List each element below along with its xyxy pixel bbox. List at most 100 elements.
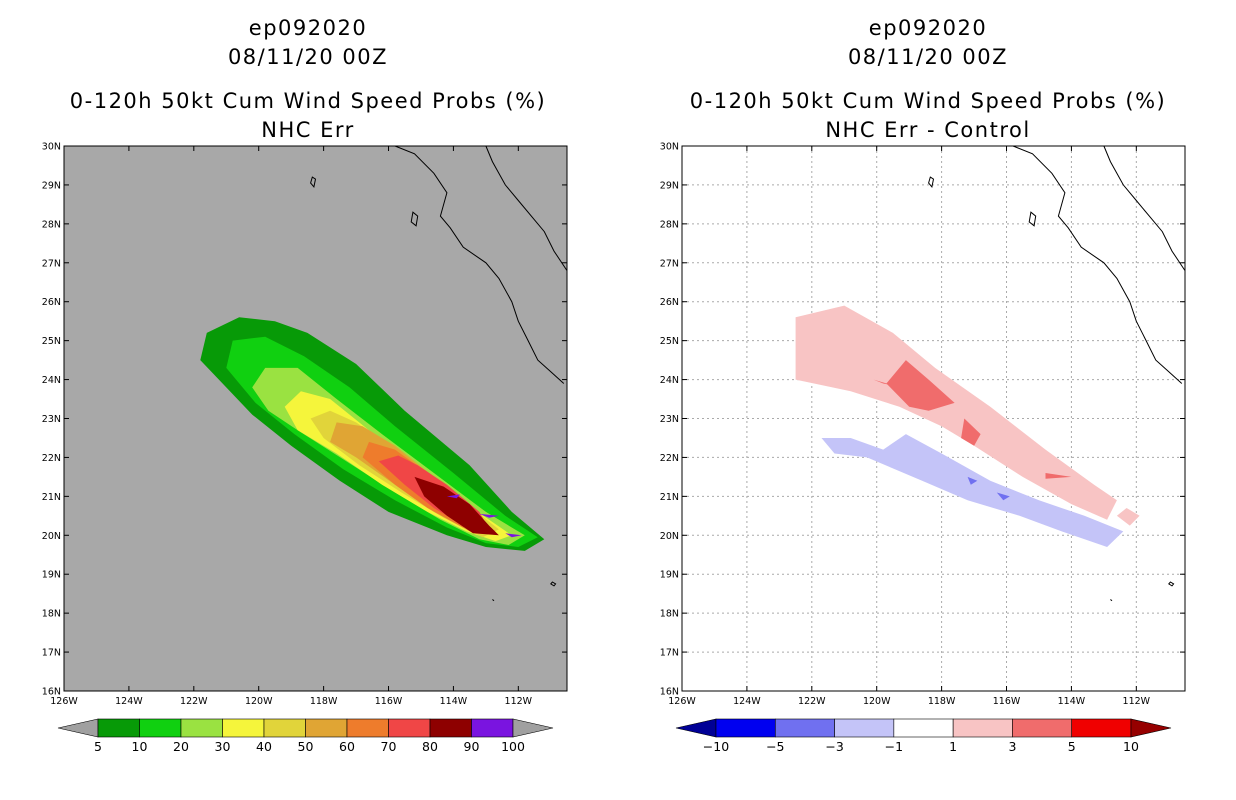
colorbar-label: −10 bbox=[703, 739, 729, 754]
y-tick-label: 19N bbox=[660, 570, 679, 581]
colorbar-swatch bbox=[1071, 718, 1132, 738]
x-tick-label: 122W bbox=[180, 696, 208, 707]
colorbar: 5 10 20 30 40 50 60 70 80 90 100 bbox=[57, 718, 554, 754]
x-tick-label: 126W bbox=[668, 696, 696, 707]
x-tick-label: 124W bbox=[115, 696, 143, 707]
right-title-storm: ep092020 bbox=[868, 16, 988, 40]
colorbar-swatch bbox=[1012, 718, 1073, 738]
y-tick-label: 23N bbox=[660, 414, 679, 425]
x-tick-label: 120W bbox=[863, 696, 891, 707]
colorbar-swatch bbox=[893, 718, 954, 738]
y-tick-label: 29N bbox=[660, 180, 679, 191]
y-tick-label: 18N bbox=[42, 609, 61, 620]
colorbar-swatch bbox=[388, 718, 431, 738]
y-tick-label: 21N bbox=[42, 492, 61, 503]
x-tick-label: 116W bbox=[993, 696, 1021, 707]
colorbar: −10 −5 −3 −1 1 3 5 10 bbox=[675, 718, 1172, 754]
y-tick-label: 30N bbox=[42, 142, 61, 153]
coastline bbox=[1103, 145, 1186, 271]
y-tick-label: 29N bbox=[42, 180, 61, 191]
contour-region-90 bbox=[505, 533, 522, 538]
y-tick-label: 18N bbox=[660, 609, 679, 620]
island-outline bbox=[492, 599, 495, 602]
colorbar-label: 20 bbox=[173, 739, 189, 754]
x-tick-label: 118W bbox=[928, 696, 956, 707]
right-title-subtitle: NHC Err - Control bbox=[825, 118, 1031, 142]
coastline bbox=[485, 145, 568, 271]
y-tick-label: 19N bbox=[42, 570, 61, 581]
colorbar-swatch bbox=[952, 718, 1013, 738]
contour-region-3 bbox=[1045, 473, 1072, 479]
contour-region--3 bbox=[967, 476, 978, 485]
colorbar-underflow-triangle bbox=[675, 718, 717, 738]
y-tick-label: 28N bbox=[42, 219, 61, 230]
colorbar-swatch bbox=[263, 718, 306, 738]
coastline bbox=[1012, 145, 1183, 384]
left-title-product: 0-120h 50kt Cum Wind Speed Probs (%) bbox=[69, 89, 547, 113]
x-tick-label: 126W bbox=[50, 696, 78, 707]
y-tick-label: 16N bbox=[42, 687, 61, 698]
colorbar-swatch bbox=[139, 718, 182, 738]
colorbar-label: −5 bbox=[766, 739, 784, 754]
x-tick-label: 114W bbox=[1058, 696, 1086, 707]
colorbar-label: 3 bbox=[1008, 739, 1016, 754]
colorbar-swatch bbox=[774, 718, 835, 738]
colorbar-label: 10 bbox=[1123, 739, 1139, 754]
y-tick-label: 17N bbox=[660, 648, 679, 659]
island-outline bbox=[310, 176, 317, 189]
colorbar-overflow-triangle bbox=[512, 718, 554, 738]
panel-1: 16N 17N 18N 19N 20N 21N 22N 23N 24N 25N 26N 27N 28N 2… bbox=[660, 142, 1186, 754]
island-outline bbox=[550, 581, 557, 587]
contour-region-3 bbox=[873, 379, 893, 386]
colorbar-swatch bbox=[222, 718, 265, 738]
y-tick-label: 23N bbox=[42, 414, 61, 425]
island-outline bbox=[1028, 211, 1037, 227]
colorbar-label: 1 bbox=[949, 739, 957, 754]
y-tick-label: 20N bbox=[42, 531, 61, 542]
y-tick-label: 24N bbox=[42, 375, 61, 386]
contour-region-3 bbox=[961, 418, 981, 446]
colorbar-swatch bbox=[346, 718, 389, 738]
x-tick-label: 112W bbox=[1123, 696, 1151, 707]
colorbar-underflow-triangle bbox=[57, 718, 99, 738]
colorbar-swatch bbox=[429, 718, 472, 738]
island-outline bbox=[1110, 599, 1113, 602]
colorbar-label: 5 bbox=[94, 739, 102, 754]
colorbar-label: 60 bbox=[339, 739, 355, 754]
colorbar-label: 40 bbox=[256, 739, 272, 754]
coastline bbox=[394, 145, 565, 384]
colorbar-overflow-triangle bbox=[1130, 718, 1172, 738]
panel-0: 16N 17N 18N 19N 20N 21N 22N 23N 24N 25N 26N 27N 28N 2… bbox=[42, 142, 568, 754]
colorbar-swatch bbox=[305, 718, 348, 738]
y-tick-label: 22N bbox=[42, 453, 61, 464]
colorbar-swatch bbox=[97, 718, 140, 738]
contour-region--1 bbox=[821, 434, 1124, 547]
right-title-product: 0-120h 50kt Cum Wind Speed Probs (%) bbox=[689, 89, 1167, 113]
y-tick-label: 16N bbox=[660, 687, 679, 698]
island-outline bbox=[410, 211, 419, 227]
colorbar-swatch bbox=[471, 718, 514, 738]
left-title-date: 08/11/20 00Z bbox=[227, 45, 389, 69]
y-tick-label: 27N bbox=[660, 258, 679, 269]
y-tick-label: 20N bbox=[660, 531, 679, 542]
x-tick-label: 120W bbox=[245, 696, 273, 707]
x-tick-label: 112W bbox=[505, 696, 533, 707]
colorbar-label: 90 bbox=[464, 739, 480, 754]
y-tick-label: 30N bbox=[660, 142, 679, 153]
colorbar-label: 30 bbox=[215, 739, 231, 754]
y-tick-label: 25N bbox=[42, 336, 61, 347]
island-outline bbox=[928, 176, 935, 189]
y-tick-label: 28N bbox=[660, 219, 679, 230]
colorbar-label: 100 bbox=[501, 739, 525, 754]
colorbar-label: 80 bbox=[422, 739, 438, 754]
y-tick-label: 21N bbox=[660, 492, 679, 503]
y-tick-label: 25N bbox=[660, 336, 679, 347]
contour-region-80 bbox=[414, 476, 499, 536]
colorbar-swatch bbox=[715, 718, 776, 738]
x-tick-label: 114W bbox=[440, 696, 468, 707]
contour-region-1 bbox=[1116, 508, 1140, 526]
contour-region-1 bbox=[795, 305, 1117, 520]
y-tick-label: 17N bbox=[42, 648, 61, 659]
contour-region-3 bbox=[886, 360, 955, 411]
